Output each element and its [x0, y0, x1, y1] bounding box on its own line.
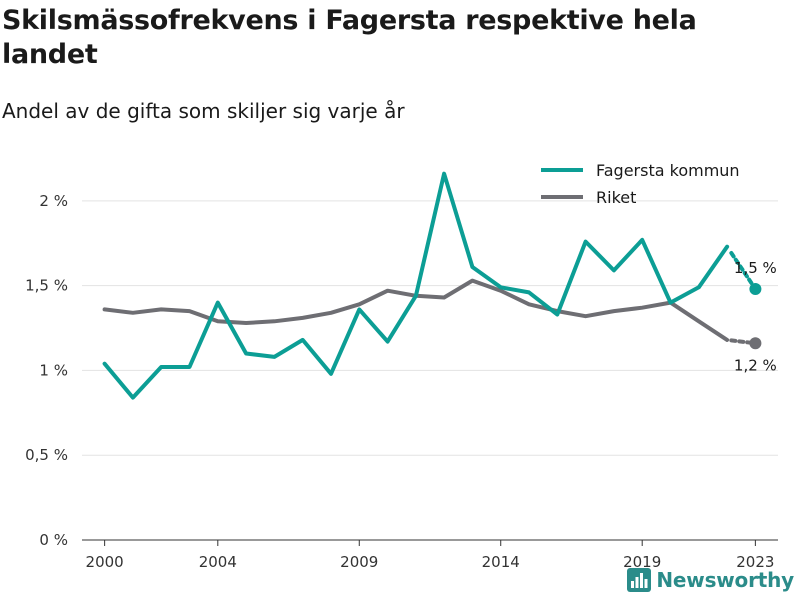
- x-tick-label: 2009: [340, 553, 378, 571]
- end-point-riket: [749, 337, 762, 350]
- x-tick-label: 2004: [199, 553, 237, 571]
- brand-name: Newsworthy: [656, 568, 794, 592]
- series-line-fagersta: [102, 171, 730, 400]
- end-label-riket: 1,2 %: [734, 356, 777, 374]
- y-tick-label: 0,5 %: [25, 446, 68, 464]
- y-tick-label: 2 %: [39, 192, 68, 210]
- chart-title: Skilsmässofrekvens i Fagersta respektive…: [2, 5, 697, 70]
- legend-label-riket: Riket: [596, 188, 636, 207]
- end-label-fagersta: 1,5 %: [734, 259, 777, 277]
- x-tick-label: 2023: [736, 553, 774, 571]
- brand: Newsworthy: [627, 568, 794, 592]
- chart-subtitle: Andel av de gifta som skiljer sig varje …: [2, 99, 405, 123]
- series-dash-fagersta: [729, 251, 758, 291]
- x-tick-label: 2014: [482, 553, 520, 571]
- x-tick-label: 2000: [86, 553, 124, 571]
- legend-label-fagersta: Fagersta kommun: [596, 161, 740, 180]
- y-tick-label: 1,5 %: [25, 277, 68, 295]
- newsworthy-logo-icon: [627, 568, 652, 592]
- y-tick-label: 0 %: [39, 531, 68, 549]
- y-tick-label: 1 %: [39, 361, 68, 379]
- x-tick-label: 2019: [623, 553, 661, 571]
- end-point-fagersta: [749, 283, 762, 295]
